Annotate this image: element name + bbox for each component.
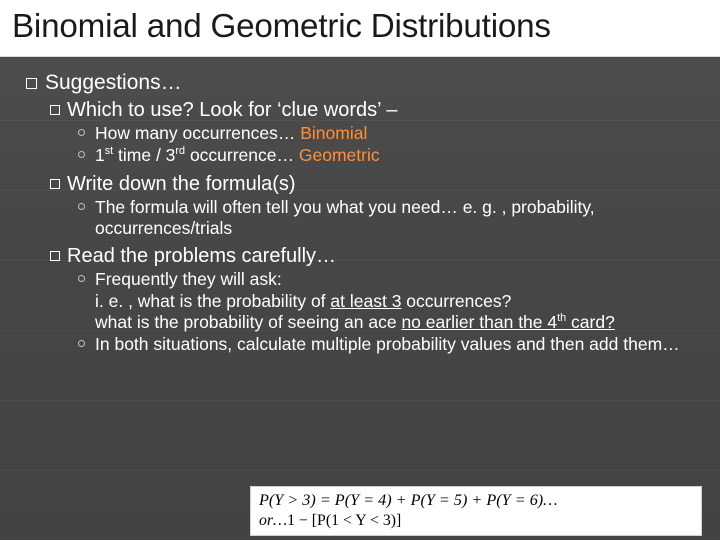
text-fragment: 1 − [P(1 < Y < 3)] (287, 512, 401, 529)
circle-bullet-icon (78, 129, 85, 136)
bullet-l3-howmany: How many occurrences… Binomial (78, 123, 698, 144)
slide-body: Suggestions… Which to use? Look for ‘clu… (22, 71, 698, 356)
bullet-l3-formula-tell: The formula will often tell you what you… (78, 197, 698, 240)
square-bullet-icon (26, 78, 37, 89)
text-fragment: occurrence… (185, 145, 299, 165)
title-band: Binomial and Geometric Distributions (0, 0, 720, 57)
text-fragment: no earlier than the 4 (401, 312, 557, 332)
text-both: In both situations, calculate multiple p… (95, 334, 698, 355)
formula-line-2: or…1 − [P(1 < Y < 3)] (259, 511, 701, 530)
text-frequently: Frequently they will ask: i. e. , what i… (95, 269, 698, 333)
text-superscript: st (105, 146, 113, 158)
bullet-l3-firsttime: 1st time / 3rd occurrence… Geometric (78, 145, 698, 166)
formula-line-1: P(Y > 3) = P(Y = 4) + P(Y = 5) + P(Y = 6… (259, 491, 701, 511)
text-accent-geometric: Geometric (299, 145, 380, 165)
square-bullet-icon (50, 105, 60, 115)
text-underline: at least 3 (330, 291, 401, 311)
text-fragment: occurrences? (401, 291, 511, 311)
text-suggestions: Suggestions… (45, 71, 698, 95)
square-bullet-icon (50, 251, 60, 261)
text-howmany: How many occurrences… Binomial (95, 123, 698, 144)
bullet-l3-frequently: Frequently they will ask: i. e. , what i… (78, 269, 698, 333)
bullet-l2-read: Read the problems carefully… (50, 245, 698, 268)
text-write: Write down the formula(s) (67, 173, 698, 196)
circle-bullet-icon (78, 275, 85, 282)
text-read: Read the problems carefully… (67, 245, 698, 268)
text-firsttime: 1st time / 3rd occurrence… Geometric (95, 145, 698, 166)
circle-bullet-icon (78, 203, 85, 210)
bullet-l2-which: Which to use? Look for ‘clue words’ – (50, 99, 698, 122)
text-fragment: i. e. , what is the probability of (95, 291, 330, 311)
text-which: Which to use? Look for ‘clue words’ – (67, 99, 698, 122)
text-formula-tell: The formula will often tell you what you… (95, 197, 698, 240)
text-fragment: card? (566, 312, 615, 332)
text-fragment: what is the probability of seeing an ace (95, 312, 401, 332)
formula-box: P(Y > 3) = P(Y = 4) + P(Y = 5) + P(Y = 6… (250, 486, 702, 536)
text-fragment: or… (259, 512, 287, 529)
text-fragment: time / 3 (113, 145, 175, 165)
text-fragment: Frequently they will ask: (95, 269, 282, 289)
circle-bullet-icon (78, 340, 85, 347)
bullet-l3-both: In both situations, calculate multiple p… (78, 334, 698, 355)
text-accent-binomial: Binomial (300, 123, 367, 143)
text-superscript: rd (175, 146, 185, 158)
text-underline: no earlier than the 4th card? (401, 312, 614, 332)
square-bullet-icon (50, 179, 60, 189)
slide-title: Binomial and Geometric Distributions (12, 8, 698, 46)
text-fragment: 1 (95, 145, 105, 165)
bullet-l2-write: Write down the formula(s) (50, 173, 698, 196)
slide: Binomial and Geometric Distributions Sug… (0, 0, 720, 540)
bullet-l1-suggestions: Suggestions… (26, 71, 698, 95)
circle-bullet-icon (78, 151, 85, 158)
text-fragment: How many occurrences… (95, 123, 300, 143)
text-superscript: th (557, 312, 566, 324)
